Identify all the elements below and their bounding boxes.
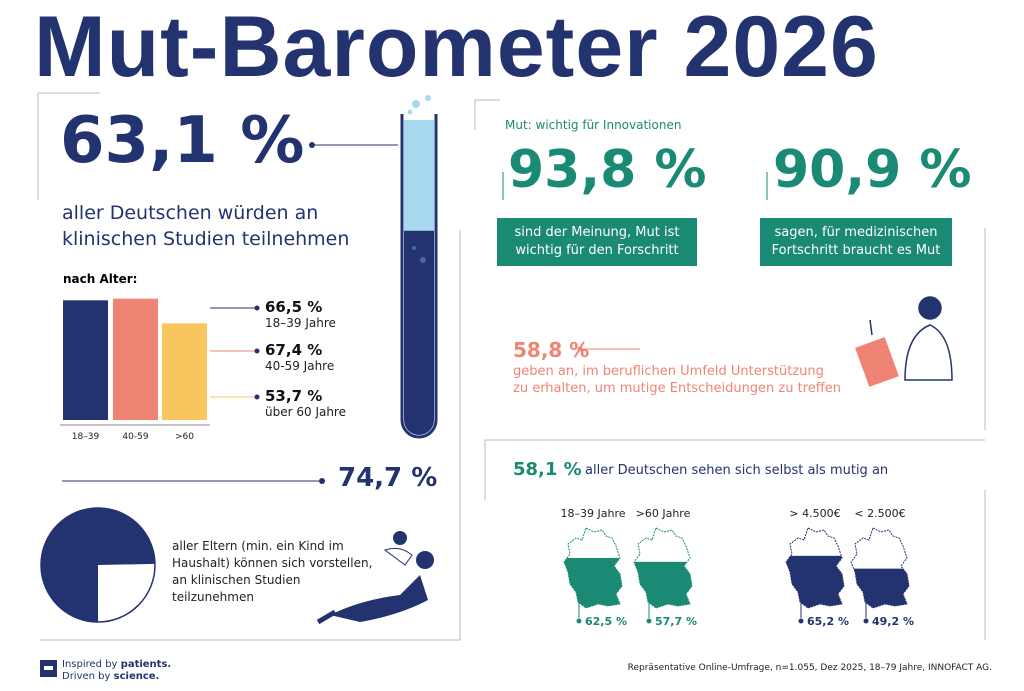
legend-description: 40-59 Jahre — [265, 359, 334, 373]
map-group: > 4.500€ — [789, 507, 840, 520]
bar — [63, 300, 108, 420]
frame-line — [484, 439, 985, 500]
tube-outline — [400, 114, 438, 439]
map-fill — [851, 568, 909, 608]
x-tick-label: >60 — [175, 432, 194, 442]
frame-line — [474, 99, 500, 130]
illustration-woman — [855, 296, 953, 387]
frames — [37, 92, 986, 641]
title: Mut-Barometer 2026 — [34, 0, 879, 95]
pie-slice — [40, 508, 155, 622]
map-value: 57,7 % — [655, 615, 697, 628]
tagline-text: Inspired by — [62, 659, 118, 670]
support-text: geben an, im beruflichen Umfeld Unterstü… — [513, 364, 841, 396]
headline-value: 63,1 % — [60, 104, 305, 178]
legend-dot — [254, 394, 260, 400]
map-dot — [863, 618, 869, 624]
connector-dot — [319, 478, 325, 484]
tagline-text: patients. — [120, 659, 172, 670]
map-group: >60 Jahre — [636, 507, 691, 520]
map-value: 65,2 % — [807, 615, 849, 628]
legend-description: 18–39 Jahre — [265, 316, 336, 330]
map-fill — [634, 561, 692, 608]
tagline-text: science. — [113, 671, 160, 682]
stat-text: sagen, für medizinischen Fortschritt bra… — [760, 218, 952, 266]
courage-value: 58,1 % — [513, 459, 582, 480]
bubble — [420, 257, 426, 263]
age-chart-label: nach Alter: — [63, 272, 138, 286]
bubble — [412, 246, 416, 250]
parents-value: 74,7 % — [338, 463, 438, 493]
support-value: 58,8 % — [513, 338, 590, 362]
parents-text: aller Eltern (min. ein Kind im Haushalt)… — [172, 539, 373, 604]
map-dot — [646, 618, 652, 624]
stat-text: sind der Meinung, Mut ist wichtig für de… — [497, 218, 697, 266]
frame-line — [37, 92, 100, 200]
bubble — [425, 95, 431, 101]
x-tick-label: 18–39 — [72, 432, 100, 442]
map-fill — [564, 558, 622, 608]
map-group: 18–39 Jahre — [561, 507, 626, 520]
connector-dot — [577, 346, 583, 352]
illustration-parent — [316, 531, 434, 625]
tagline-text: Driven by — [62, 671, 111, 682]
headline-text: aller Deutschen würden an klinischen Stu… — [62, 202, 350, 250]
value-label: 67,4 % — [265, 341, 322, 359]
frame-line — [40, 230, 461, 641]
innovation-heading: Mut: wichtig für Innovationen — [505, 118, 682, 132]
tube-fill — [404, 230, 434, 435]
logo — [44, 666, 53, 670]
tagline: Inspired by patients. Driven by science. — [62, 659, 171, 683]
map-value: 62,5 % — [585, 615, 627, 628]
value-label: 53,7 % — [265, 387, 322, 405]
value-label: 66,5 % — [265, 298, 322, 316]
bar — [162, 323, 207, 420]
legend-description: über 60 Jahre — [265, 405, 346, 419]
courage-text: aller Deutschen sehen sich selbst als mu… — [585, 463, 889, 478]
map-dot — [576, 618, 582, 624]
stat-value: 90,9 % — [773, 140, 972, 200]
legend-dot — [254, 348, 260, 354]
x-tick-label: 40-59 — [122, 432, 148, 442]
connector-dot — [309, 142, 315, 148]
source: Repräsentative Online-Umfrage, n=1.055, … — [627, 663, 992, 673]
stat-value: 93,8 % — [508, 140, 707, 200]
bar — [113, 298, 158, 420]
map-group: < 2.500€ — [854, 507, 905, 520]
map-dot — [798, 618, 804, 624]
bubble — [412, 100, 420, 108]
legend-dot — [254, 305, 260, 311]
bubble — [407, 109, 413, 115]
map-value: 49,2 % — [872, 615, 914, 628]
map-fill — [786, 555, 844, 608]
